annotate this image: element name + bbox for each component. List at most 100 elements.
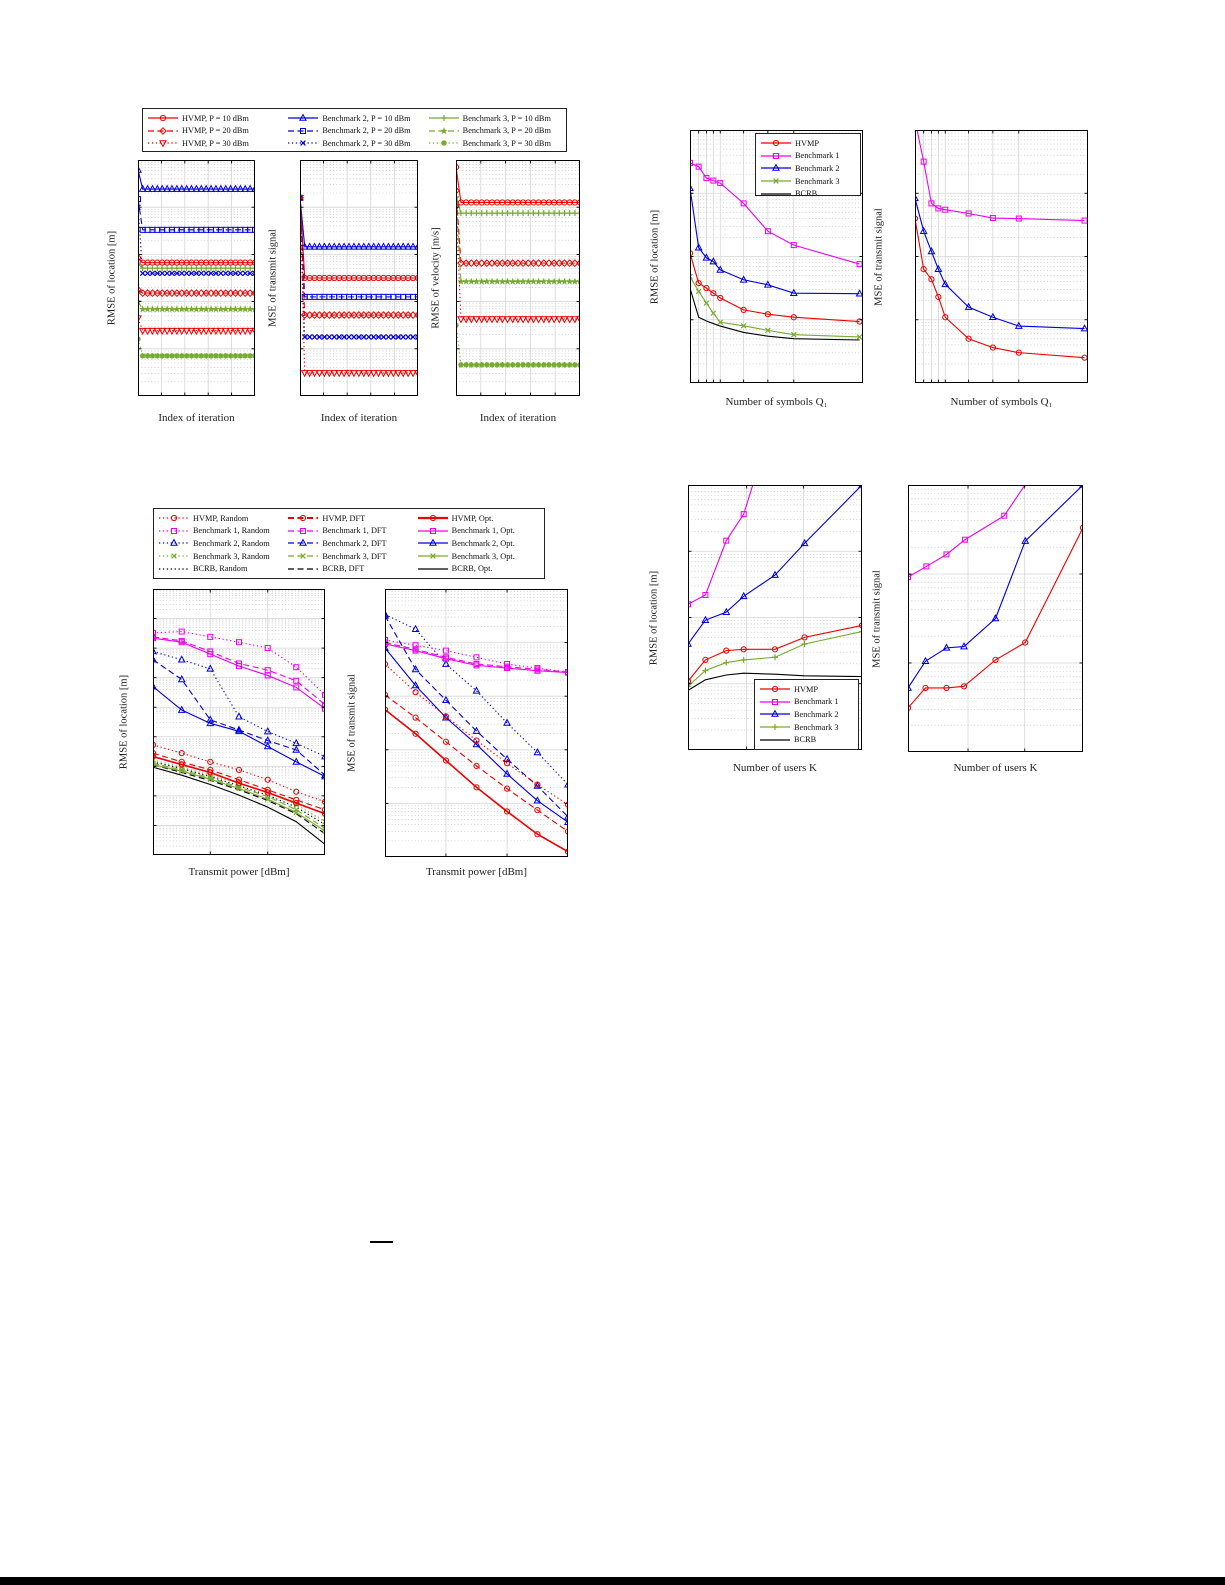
- x-axis-label: Index of iteration: [158, 412, 235, 424]
- series-benchmark-2: [915, 198, 1085, 330]
- legend-entry-label: Benchmark 3, Opt.: [451, 551, 515, 561]
- series-benchmark-2-dft: [385, 615, 568, 818]
- legend-entry: HVMP, Opt.: [417, 512, 539, 525]
- y-axis-label: RMSE of location [m]: [118, 674, 130, 770]
- legend-entry: HVMP, P = 30 dBm: [148, 137, 280, 150]
- x-axis-label: Index of iteration: [479, 412, 557, 424]
- legend-line-sample: [428, 115, 459, 122]
- legend-entry-label: Benchmark 2, Opt.: [451, 538, 515, 548]
- grid: [385, 589, 568, 857]
- series-benchmark-1-random: [153, 631, 325, 696]
- axes-frame: [300, 160, 418, 396]
- legend-entry: BCRB, DFT: [288, 562, 409, 575]
- legend-entry-label: BCRB, Opt.: [451, 564, 493, 574]
- legend-entry-label: Benchmark 3, P = 20 dBm: [462, 126, 551, 136]
- axes-frame: [690, 130, 863, 383]
- legend-line-sample: [288, 113, 319, 122]
- x-axis-label: Transmit power [dBm]: [425, 866, 528, 878]
- legend-line-sample: [288, 568, 319, 570]
- series-hvmp-p-20-dbm: [138, 289, 255, 294]
- legend-entry-label: Benchmark 2, P = 20 dBm: [322, 126, 411, 136]
- rmse-location-vs-iteration-plot: [138, 160, 255, 396]
- legend-line-sample: [288, 527, 319, 534]
- legend-entry-label: Benchmark 2, Random: [193, 538, 270, 548]
- series-group: [138, 165, 255, 359]
- legend-entry: HVMP: [760, 683, 853, 696]
- legend-entry: Benchmark 2: [760, 708, 853, 721]
- legend-entry: BCRB, Random: [159, 562, 280, 575]
- legend-line-sample: [760, 724, 790, 731]
- legend-entry: Benchmark 3, P = 10 dBm: [428, 112, 561, 125]
- legend-line-sample: [159, 539, 189, 547]
- series-hvmp-p-10-dbm: [300, 197, 418, 279]
- series-hvmp-p-20-dbm: [456, 190, 580, 264]
- series-benchmark-1-dft: [385, 642, 568, 673]
- legend-entry: BCRB: [761, 187, 855, 200]
- x-axis-label: Number of symbols Q₁: [950, 396, 1053, 408]
- legend-entry: Benchmark 3: [760, 721, 853, 734]
- series-bcrb-random: [153, 761, 325, 825]
- series-benchmark-1-opt-: [153, 637, 325, 710]
- legend-entry: HVMP: [761, 137, 855, 150]
- mse-signal-vs-users-plot: [908, 485, 1083, 752]
- legend-entry-label: Benchmark 3, P = 10 dBm: [462, 113, 551, 123]
- legend-entry-label: Benchmark 1, Random: [193, 526, 270, 536]
- series-hvmp-p-20-dbm: [300, 197, 418, 316]
- legend-entry-label: Benchmark 3: [795, 176, 840, 186]
- y-axis-label: RMSE of location [m]: [648, 570, 660, 665]
- series-hvmp: [908, 527, 1083, 709]
- legend-entry-label: BCRB, Random: [193, 564, 248, 574]
- series-group: [385, 610, 568, 855]
- legend-line-sample: [288, 539, 319, 547]
- legend-entry: BCRB: [760, 733, 853, 746]
- legend-line-sample: [417, 568, 448, 570]
- y-axis-label: MSE of transmit signal: [871, 569, 883, 668]
- y-axis-label: RMSE of location [m]: [649, 209, 661, 304]
- legend-entry-label: Benchmark 2, P = 30 dBm: [322, 138, 411, 148]
- y-axis-label: MSE of transmit signal: [346, 674, 358, 772]
- legend-line-sample: [148, 140, 178, 148]
- legend-entry-label: Benchmark 3, Random: [193, 551, 270, 561]
- series-group: [915, 130, 1088, 361]
- series-hvmp-p-30-dbm: [456, 207, 580, 320]
- legend-entry-label: BCRB: [794, 735, 817, 745]
- legend-line-sample: [288, 553, 319, 559]
- legend-line-sample: [761, 164, 791, 172]
- grid: [456, 160, 580, 396]
- x-axis-label: Number of users K: [953, 762, 1038, 774]
- legend-entry-label: Benchmark 1, DFT: [322, 526, 387, 536]
- axes-frame: [153, 589, 325, 855]
- legend-line-sample: [760, 698, 790, 705]
- legend-line-sample: [148, 126, 178, 135]
- legend-entry: Benchmark 2, P = 10 dBm: [288, 112, 420, 125]
- series-benchmark-2-p-20-dbm: [138, 199, 255, 231]
- legend-entry-label: HVMP, P = 30 dBm: [182, 138, 249, 148]
- legend-entry: Benchmark 2, P = 20 dBm: [288, 125, 420, 138]
- legend-entry: HVMP, Random: [159, 512, 280, 525]
- legend-entry-label: Benchmark 1: [794, 697, 839, 707]
- legend: HVMP Benchmark 1 Benchmark 2 Benchmark 3 BCR…: [754, 679, 859, 750]
- legend-entry: Benchmark 1, Opt.: [417, 525, 539, 538]
- legend-line-sample: [159, 553, 189, 559]
- y-axis-label: MSE of transmit signal: [267, 229, 279, 327]
- legend-line-sample: [760, 739, 790, 741]
- mse-signal-vs-iteration-plot: [300, 160, 418, 396]
- series-group: [153, 628, 325, 845]
- legend-entry: Benchmark 1, DFT: [288, 525, 409, 538]
- legend-entry: BCRB, Opt.: [417, 562, 539, 575]
- legend-line-sample: [428, 127, 459, 134]
- series-benchmark-2: [688, 485, 862, 645]
- legend-line-sample: [148, 115, 178, 122]
- legend-line-sample: [417, 553, 448, 559]
- legend-entry-label: Benchmark 3: [794, 722, 839, 732]
- series-hvmp-dft: [385, 694, 568, 832]
- series-benchmark-2-opt-: [385, 647, 568, 823]
- series-benchmark-1: [690, 162, 860, 265]
- series-group: [300, 193, 418, 378]
- footnote-rule: [370, 1241, 393, 1243]
- series-benchmark-1-dft: [153, 636, 325, 706]
- legend-entry-label: Benchmark 2, P = 10 dBm: [322, 113, 411, 123]
- legend-line-sample: [159, 515, 189, 522]
- series-group: [690, 159, 863, 341]
- series-benchmark-1: [916, 130, 1085, 222]
